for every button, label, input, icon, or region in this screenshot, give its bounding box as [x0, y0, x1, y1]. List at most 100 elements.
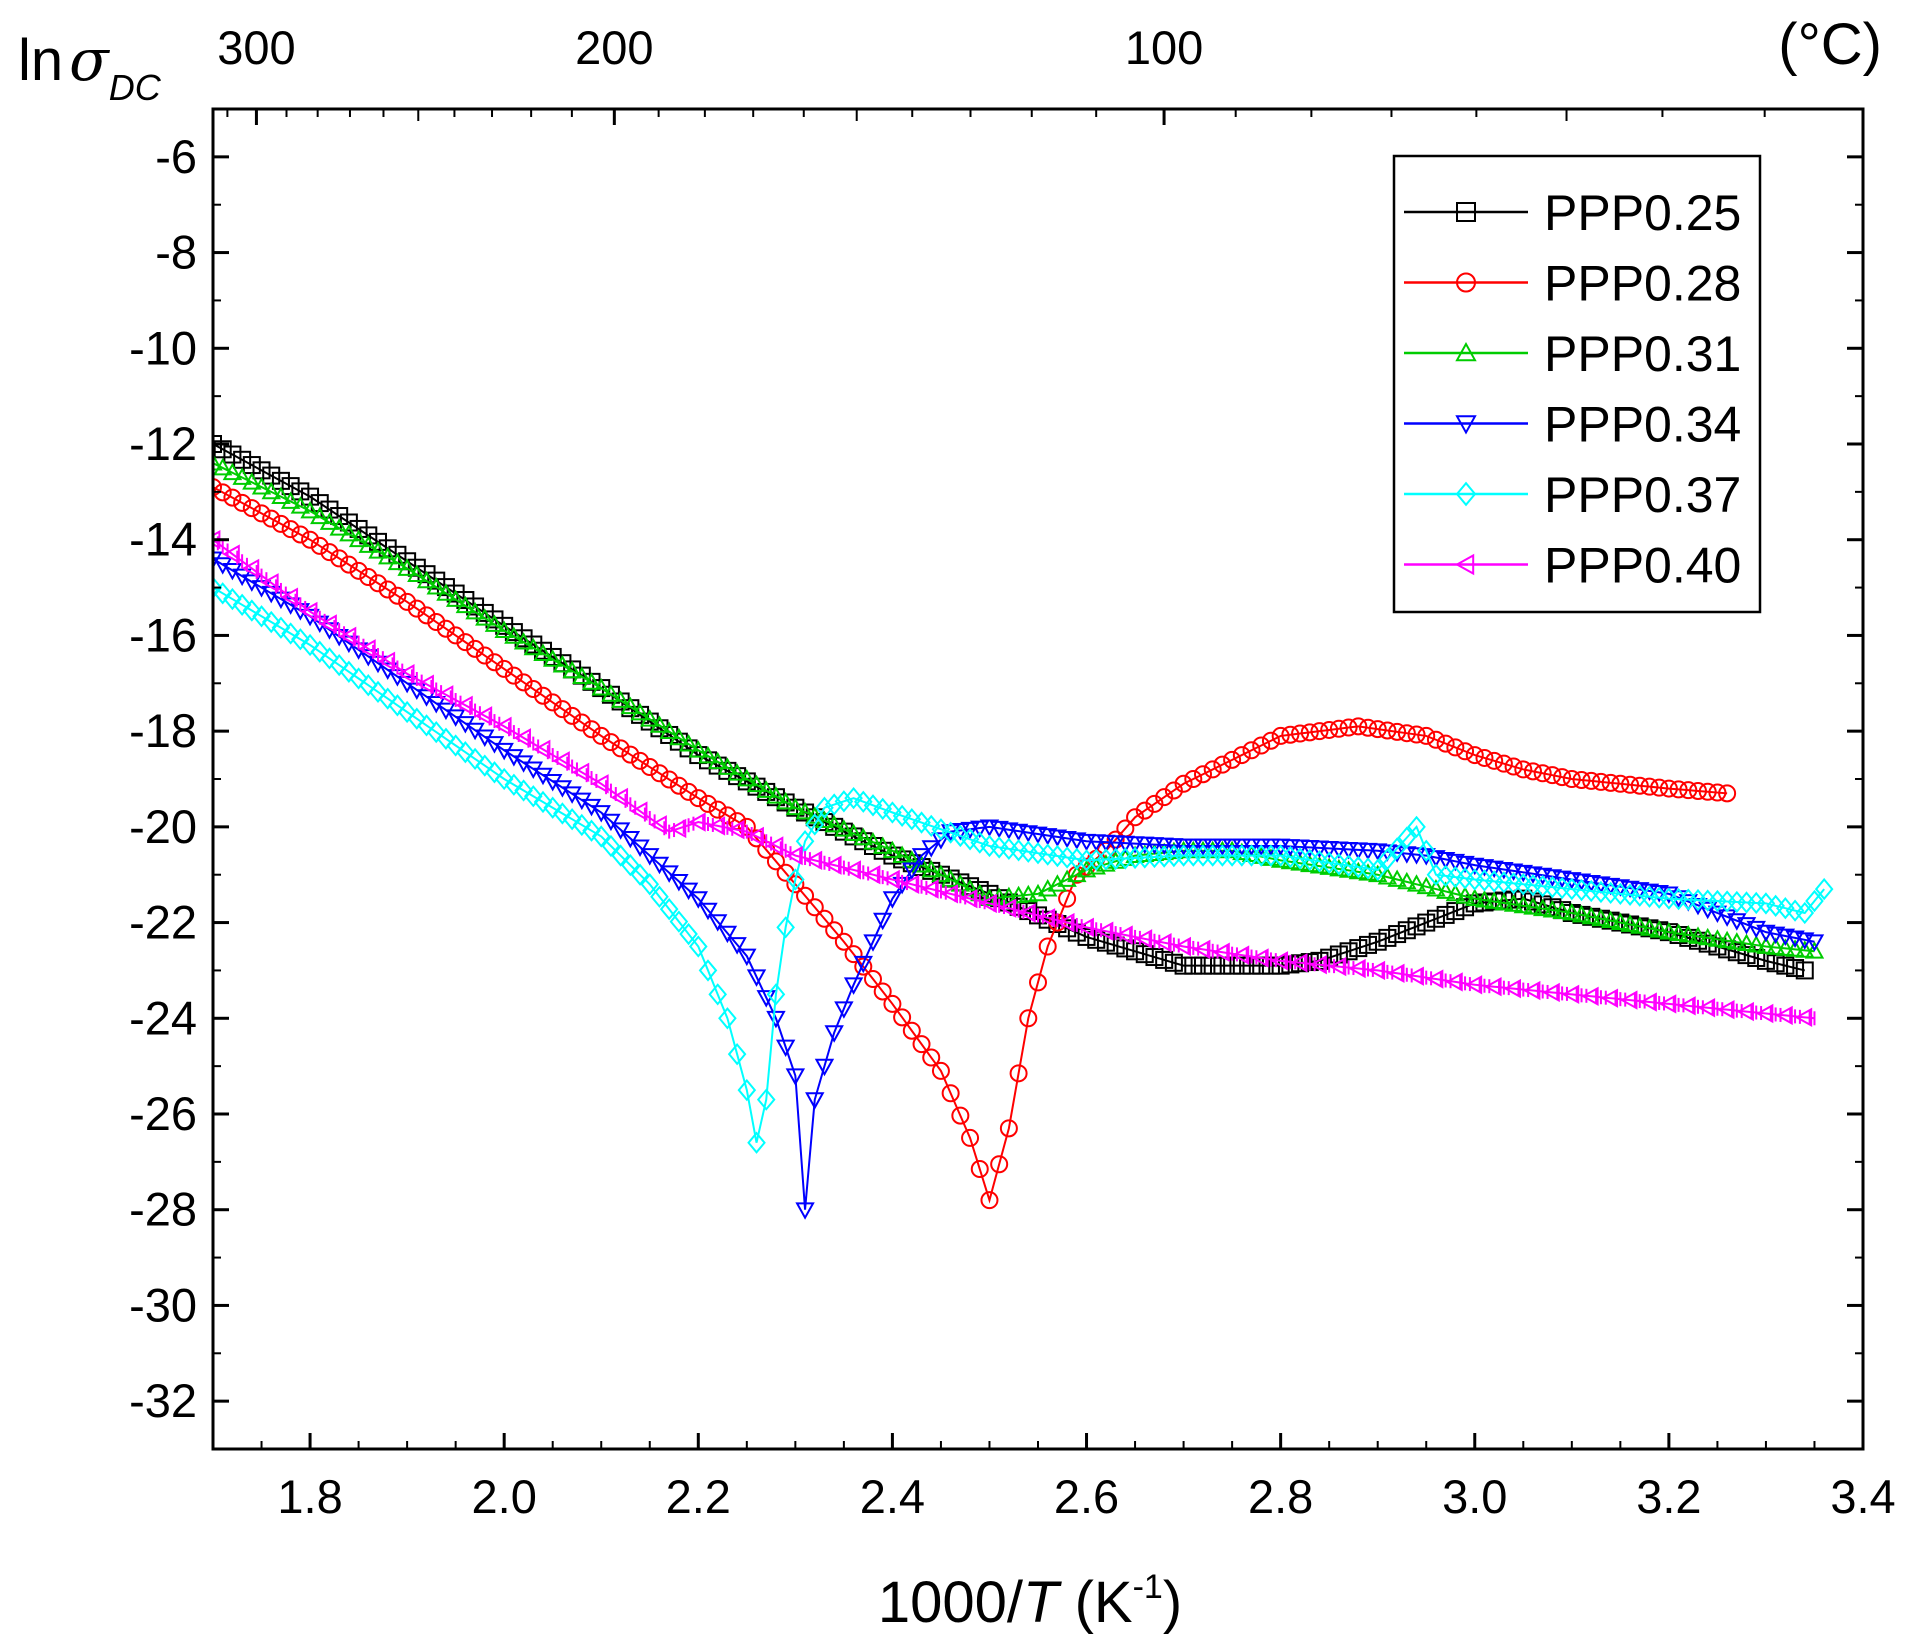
data-point	[377, 651, 396, 671]
data-point	[1242, 741, 1261, 760]
data-point	[300, 500, 320, 519]
data-point	[620, 696, 641, 715]
data-point	[475, 608, 495, 626]
data-point	[1154, 932, 1172, 953]
data-point	[843, 823, 864, 841]
data-point	[611, 844, 630, 867]
legend-entry: PPP0.34	[1404, 397, 1741, 453]
data-point	[727, 763, 747, 781]
data-point	[271, 616, 291, 639]
data-point	[1465, 888, 1485, 907]
x-tick-label: 2.4	[860, 1470, 925, 1523]
data-point	[824, 793, 844, 816]
data-point	[679, 782, 698, 801]
data-point	[940, 884, 959, 904]
data-point	[1494, 754, 1513, 773]
data-point	[504, 626, 524, 644]
data-point	[436, 727, 456, 750]
data-point	[1668, 923, 1689, 941]
data-point	[1698, 927, 1718, 946]
data-point	[456, 633, 475, 652]
data-point	[853, 790, 873, 813]
x-tick-label: 3.0	[1442, 1470, 1507, 1523]
data-point	[1367, 960, 1386, 981]
data-point	[466, 639, 485, 658]
data-point	[1572, 770, 1591, 789]
data-point	[1329, 841, 1349, 859]
data-point	[766, 983, 786, 1006]
data-point	[348, 529, 369, 548]
data-point	[1717, 930, 1737, 949]
data-point	[213, 551, 223, 569]
x-axis-title-prefix: 1000/	[878, 1570, 1024, 1635]
data-point	[339, 523, 359, 542]
data-point	[446, 734, 465, 757]
data-point	[727, 820, 745, 840]
data-point	[901, 874, 920, 894]
data-point	[504, 666, 523, 685]
data-point	[1300, 723, 1319, 742]
data-point	[368, 680, 388, 704]
data-point	[1251, 948, 1269, 968]
data-point	[678, 882, 699, 901]
data-point	[398, 592, 417, 611]
data-point	[1446, 738, 1465, 757]
data-point	[650, 885, 669, 908]
data-point	[853, 827, 873, 846]
data-point	[1145, 845, 1164, 869]
data-point	[475, 646, 494, 665]
data-point	[1533, 898, 1553, 917]
data-point	[436, 619, 455, 638]
data-point	[1484, 891, 1504, 909]
data-point	[669, 732, 688, 751]
series-PPP0.37	[213, 576, 1834, 1154]
data-point	[349, 561, 368, 580]
data-point	[1746, 935, 1766, 953]
data-point	[1213, 755, 1232, 774]
data-point	[649, 715, 670, 733]
data-point	[707, 816, 726, 836]
data-point	[572, 813, 592, 837]
data-point	[843, 977, 864, 995]
data-point	[1601, 773, 1620, 792]
y-tick-label: -18	[129, 704, 197, 757]
data-point	[708, 751, 728, 770]
data-point	[582, 720, 601, 739]
data-point	[1416, 876, 1436, 895]
data-point	[1387, 963, 1405, 983]
data-point	[1058, 919, 1077, 938]
data-point	[699, 794, 717, 813]
data-point	[640, 758, 659, 777]
data-point	[1135, 846, 1155, 869]
data-point	[1135, 801, 1154, 820]
data-point	[1591, 908, 1611, 927]
data-point	[513, 728, 531, 748]
data-point	[1503, 978, 1521, 999]
data-point	[688, 812, 706, 832]
data-point	[252, 605, 271, 628]
data-point	[717, 757, 738, 775]
data-point	[1561, 984, 1580, 1005]
data-point	[1155, 788, 1174, 807]
data-point	[1611, 774, 1630, 793]
y-axis-title-prefix: ln	[18, 28, 63, 93]
data-point	[1174, 774, 1193, 793]
data-point	[765, 836, 784, 856]
data-point	[1727, 943, 1746, 962]
data-point	[232, 568, 252, 587]
data-point	[222, 562, 243, 581]
data-point	[1173, 936, 1191, 957]
data-point	[1310, 722, 1329, 741]
data-point	[746, 826, 764, 847]
data-point	[825, 921, 844, 940]
data-point	[397, 558, 417, 576]
legend-entry: PPP0.28	[1404, 256, 1741, 312]
data-point	[1707, 929, 1728, 947]
data-point	[863, 934, 883, 952]
data-point	[1095, 921, 1114, 941]
y-tick-label: -10	[129, 321, 197, 374]
data-point	[1164, 953, 1183, 972]
data-point	[213, 557, 233, 575]
data-point	[717, 925, 738, 944]
data-point	[1212, 942, 1230, 962]
